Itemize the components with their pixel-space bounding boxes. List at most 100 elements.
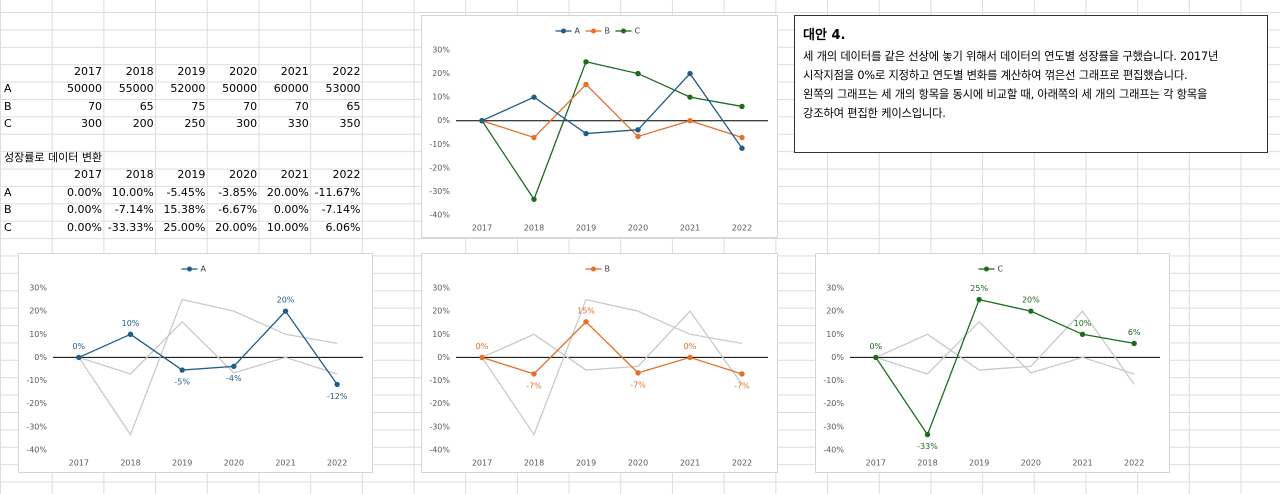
series-line [78, 298, 338, 436]
data-point [76, 354, 82, 361]
data-point [976, 296, 982, 303]
series-line [481, 72, 743, 149]
series-line [875, 310, 1135, 385]
table-cell: -7.14% [321, 203, 361, 217]
table-cell: 65 [346, 99, 361, 113]
table-cell: 70 [88, 99, 102, 113]
table-cell: 53000 [325, 82, 361, 96]
x-tick-label: 2022 [732, 224, 752, 233]
column-header: 2021 [280, 168, 309, 182]
data-point [1131, 340, 1137, 347]
row-label: B [4, 203, 12, 217]
data-point [687, 94, 693, 100]
data-label: -4% [226, 374, 242, 383]
data-point [687, 118, 693, 124]
data-point [873, 354, 879, 361]
column-header: 2019 [177, 168, 206, 182]
data-point [583, 130, 589, 137]
data-point [231, 363, 237, 370]
legend-label: C [998, 265, 1004, 274]
data-point [687, 70, 693, 77]
x-tick-label: 2017 [69, 459, 89, 468]
data-point [583, 59, 589, 65]
table-cell: 55000 [118, 82, 154, 96]
table-cell: 6.06% [325, 220, 361, 234]
data-point [635, 370, 641, 376]
y-tick-label: 20% [432, 69, 450, 78]
y-tick-label: 30% [432, 284, 450, 293]
x-tick-label: 2019 [576, 459, 596, 468]
line-chart: -40% -30% -20% -10% 0% 10% 20% 30% 2017 2018 2019 2… [815, 253, 1170, 473]
data-point [583, 81, 589, 88]
table-cell: 0.00% [67, 203, 102, 217]
y-tick-label: -40% [26, 446, 47, 455]
y-tick-label: 10% [432, 330, 450, 339]
data-point [531, 134, 537, 141]
y-tick-label: 0% [34, 353, 47, 362]
table-cell: 50000 [67, 82, 102, 96]
column-header: 2021 [280, 65, 309, 78]
y-tick-label: 30% [29, 284, 47, 293]
legend-label: C [635, 27, 641, 36]
column-header: 2018 [125, 168, 154, 182]
data-point [739, 103, 745, 110]
data-label: -7% [526, 381, 542, 390]
data-label: 20% [277, 296, 295, 305]
x-tick-label: 2019 [576, 224, 596, 233]
series-line [78, 310, 338, 385]
text-box: 대안 4. 세 개의 데이터를 같은 선상에 놓기 위해서 데이터의 연도별 성… [794, 15, 1268, 153]
x-tick-label: 2018 [524, 224, 544, 233]
line-chart: -40% -30% -20% -10% 0% 10% 20% 30% 2017 2018 2019 2… [421, 253, 778, 473]
table-cell: -6.67% [218, 203, 258, 217]
note-line: 시작지점을 0%로 지정하고 연도별 변화를 계산하여 꺾은선 그래프로 편집했… [803, 69, 1188, 82]
data-label: 0% [869, 342, 882, 351]
table-cell: -5.45% [166, 185, 206, 199]
table-cell: 250 [184, 117, 206, 131]
data-label: 0% [72, 342, 85, 351]
legend-marker [561, 28, 566, 34]
x-tick-label: 2019 [172, 459, 192, 468]
line-chart: -40% -30% -20% -10% 0% 10% 20% 30% 2017 2018 2019 2… [18, 253, 373, 473]
data-point [334, 381, 340, 388]
y-tick-label: 20% [29, 307, 47, 316]
x-tick-label: 2020 [224, 459, 244, 468]
data-point [635, 133, 641, 140]
table-cell: 20.00% [266, 185, 309, 199]
legend-label: B [605, 27, 611, 36]
column-header: 2022 [332, 168, 361, 182]
x-tick-label: 2022 [1124, 459, 1144, 468]
x-tick-label: 2018 [917, 459, 937, 468]
table-cell: -11.67% [314, 185, 361, 199]
series-line [78, 320, 338, 375]
note-line: 강조하여 편집한 케이스입니다. [803, 107, 946, 120]
series-line [481, 61, 743, 201]
y-tick-label: -20% [429, 399, 450, 408]
x-tick-label: 2017 [866, 459, 886, 468]
x-tick-label: 2021 [1072, 459, 1092, 468]
table-cell: 75 [191, 99, 206, 113]
column-header: 2020 [229, 168, 258, 182]
column-header: 2022 [332, 65, 361, 78]
data-point [635, 70, 641, 77]
y-tick-label: -30% [429, 187, 450, 196]
data-label: -7% [630, 380, 646, 389]
table-cell: 300 [81, 117, 102, 131]
table-cell: 65 [139, 99, 154, 113]
data-point [583, 319, 589, 325]
column-header: 2020 [229, 65, 258, 78]
data-point [479, 118, 485, 124]
table-cell: 200 [132, 117, 154, 131]
table-cell: 15.38% [163, 203, 206, 217]
table-cell: 0.00% [273, 203, 309, 217]
x-tick-label: 2021 [680, 459, 700, 468]
table-cell: 0.00% [67, 220, 102, 234]
x-tick-label: 2020 [628, 224, 648, 233]
y-tick-label: -30% [26, 422, 47, 431]
table-cell: 20.00% [215, 220, 258, 234]
data-point [635, 127, 641, 133]
x-tick-label: 2020 [628, 459, 648, 468]
note-title: 대안 4. [803, 28, 846, 43]
row-label: B [4, 99, 12, 113]
table-cell: 300 [236, 117, 258, 131]
